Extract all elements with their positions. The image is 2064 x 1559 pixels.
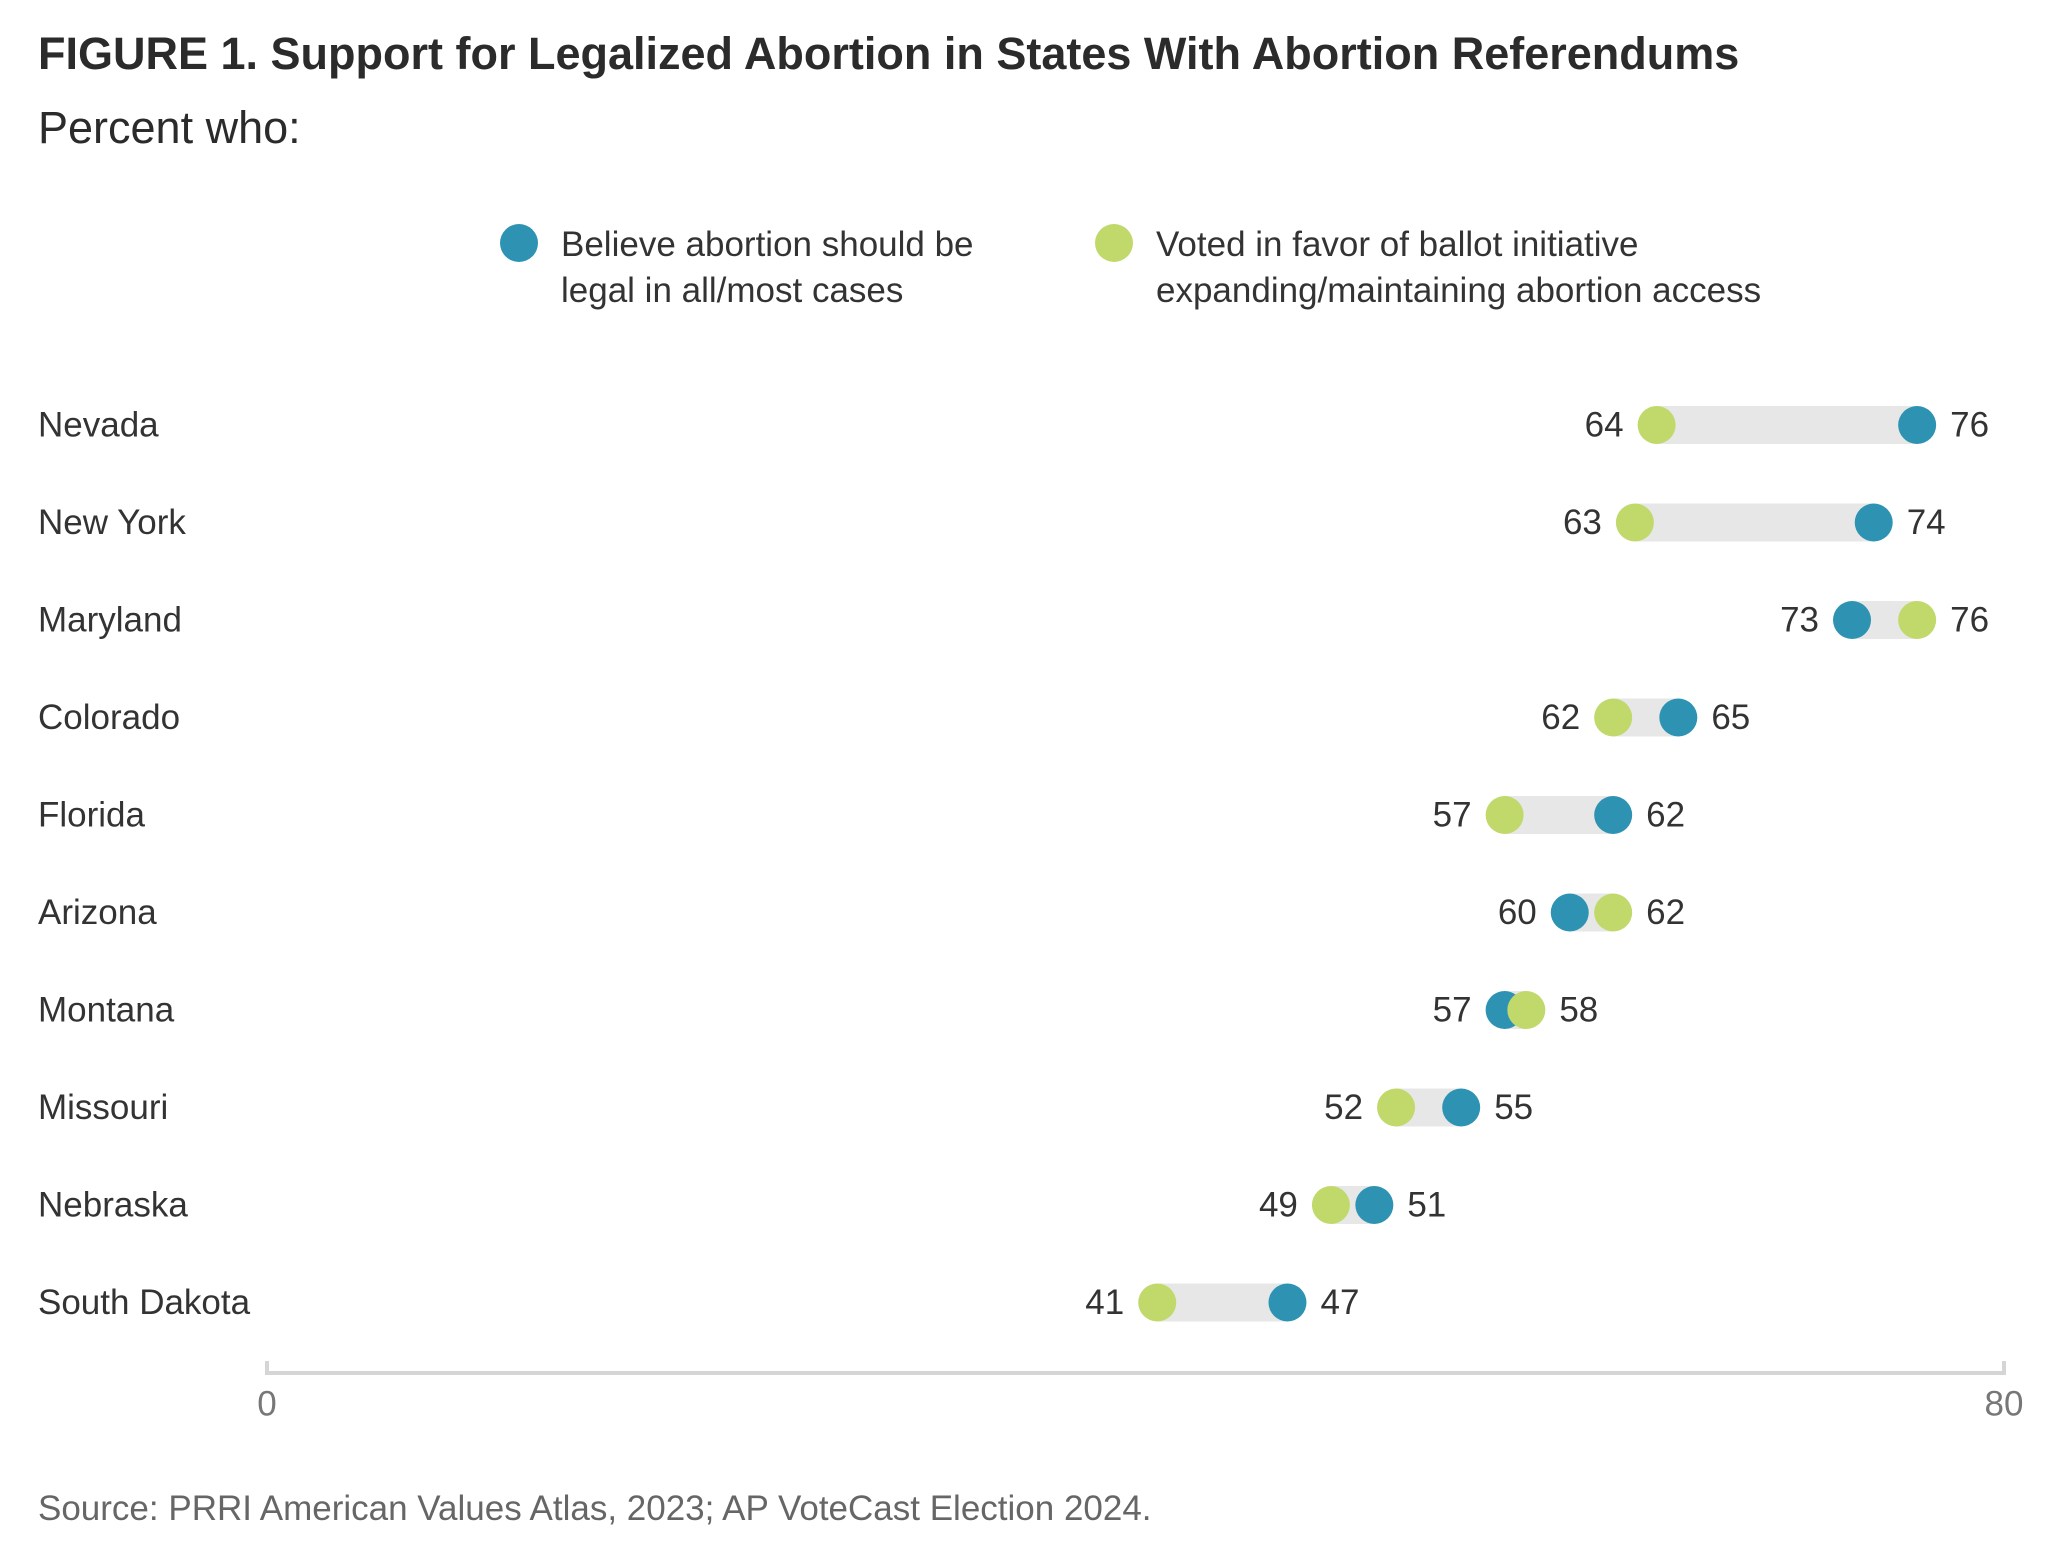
value-label-voted: 49 bbox=[1259, 1186, 1298, 1225]
point-voted bbox=[1485, 796, 1524, 834]
category-label: South Dakota bbox=[38, 1283, 251, 1322]
legend-label-voted: Voted in favor of ballot initiative expan… bbox=[1156, 225, 1761, 310]
value-label-believe: 51 bbox=[1407, 1186, 1446, 1225]
point-believe bbox=[1898, 406, 1937, 444]
source-note: Source: PRRI American Values Atlas, 2023… bbox=[38, 1489, 1152, 1528]
legend-marker-voted bbox=[1095, 224, 1133, 262]
point-voted bbox=[1377, 1088, 1416, 1127]
value-label-voted: 62 bbox=[1541, 698, 1580, 737]
chart-subtitle: Percent who: bbox=[38, 102, 301, 153]
range-bar bbox=[1656, 406, 1918, 444]
legend: Believe abortion should be legal in all/m… bbox=[500, 224, 1761, 310]
point-believe bbox=[1442, 1088, 1481, 1127]
category-label: Maryland bbox=[38, 601, 182, 640]
legend-label-believe: Believe abortion should be legal in all/m… bbox=[561, 225, 974, 310]
row-colorado: Colorado 62 65 bbox=[38, 698, 1750, 737]
value-label-voted: 76 bbox=[1950, 601, 1989, 640]
x-axis: 0 80 bbox=[257, 1361, 2023, 1424]
point-believe bbox=[1594, 796, 1633, 834]
row-montana: Montana 57 58 bbox=[38, 991, 1598, 1030]
row-new-york: New York 63 74 bbox=[38, 503, 1946, 542]
value-label-believe: 76 bbox=[1950, 406, 1989, 445]
legend-marker-believe bbox=[500, 224, 538, 262]
point-believe bbox=[1854, 503, 1893, 542]
chart-title: FIGURE 1. Support for Legalized Abortion… bbox=[38, 28, 1740, 79]
row-arizona: Arizona 60 62 bbox=[38, 893, 1685, 932]
value-label-believe: 62 bbox=[1646, 796, 1685, 835]
value-label-believe: 57 bbox=[1433, 991, 1472, 1030]
category-label: Nebraska bbox=[38, 1186, 188, 1225]
point-voted bbox=[1637, 406, 1676, 444]
category-label: Florida bbox=[38, 796, 146, 835]
row-nebraska: Nebraska 49 51 bbox=[38, 1186, 1446, 1225]
chart-rows: Nevada 64 76 New York 63 74 Maryland 73 76 Colora… bbox=[38, 406, 1989, 1323]
value-label-voted: 41 bbox=[1085, 1283, 1124, 1322]
category-label: New York bbox=[38, 503, 186, 542]
point-voted bbox=[1138, 1283, 1177, 1322]
category-label: Missouri bbox=[38, 1088, 168, 1127]
value-label-voted: 57 bbox=[1433, 796, 1472, 835]
point-believe bbox=[1659, 698, 1698, 737]
row-nevada: Nevada 64 76 bbox=[38, 406, 1989, 445]
row-south-dakota: South Dakota 41 47 bbox=[38, 1283, 1359, 1322]
category-label: Colorado bbox=[38, 698, 180, 737]
point-believe bbox=[1355, 1186, 1394, 1224]
row-maryland: Maryland 73 76 bbox=[38, 601, 1989, 640]
value-label-believe: 73 bbox=[1780, 601, 1819, 640]
point-voted bbox=[1311, 1186, 1350, 1224]
value-label-voted: 63 bbox=[1563, 503, 1602, 542]
category-label: Montana bbox=[38, 991, 175, 1030]
x-tick-label: 0 bbox=[257, 1385, 276, 1424]
point-believe bbox=[1268, 1283, 1307, 1322]
point-voted bbox=[1594, 698, 1633, 737]
dumbbell-chart: Believe abortion should be legal in all/m… bbox=[38, 224, 2023, 1424]
category-label: Arizona bbox=[38, 893, 157, 932]
row-missouri: Missouri 52 55 bbox=[38, 1088, 1533, 1127]
value-label-voted: 64 bbox=[1585, 406, 1624, 445]
value-label-voted: 62 bbox=[1646, 893, 1685, 932]
value-label-believe: 60 bbox=[1498, 893, 1537, 932]
point-voted bbox=[1898, 601, 1937, 639]
range-bar bbox=[1634, 503, 1874, 542]
point-voted bbox=[1507, 991, 1546, 1029]
value-label-voted: 58 bbox=[1559, 991, 1598, 1030]
point-believe bbox=[1550, 893, 1589, 932]
value-label-believe: 65 bbox=[1711, 698, 1750, 737]
x-tick-label: 80 bbox=[1985, 1385, 2024, 1424]
category-label: Nevada bbox=[38, 406, 159, 445]
point-voted bbox=[1594, 893, 1633, 932]
point-voted bbox=[1615, 503, 1654, 542]
value-label-voted: 52 bbox=[1324, 1088, 1363, 1127]
value-label-believe: 74 bbox=[1907, 503, 1946, 542]
value-label-believe: 55 bbox=[1494, 1088, 1533, 1127]
value-label-believe: 47 bbox=[1320, 1283, 1359, 1322]
point-believe bbox=[1833, 601, 1872, 639]
row-florida: Florida 57 62 bbox=[38, 796, 1685, 835]
range-bar bbox=[1157, 1283, 1288, 1322]
